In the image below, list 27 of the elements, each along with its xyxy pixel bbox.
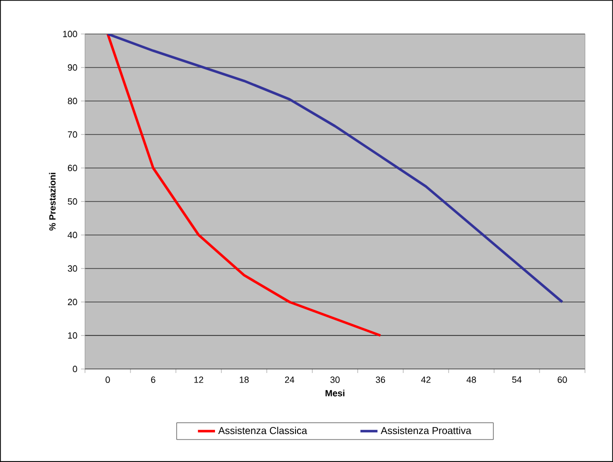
x-tick-label: 48	[466, 376, 476, 383]
y-tick-label: 60	[68, 164, 78, 172]
y-tick-label: 10	[68, 332, 78, 339]
x-tick-label: 24	[285, 376, 294, 383]
x-tick-label: 18	[240, 376, 249, 383]
x-tick-label: 42	[421, 376, 430, 383]
x-tick-label: 60	[558, 376, 567, 383]
x-tick-label: 54	[512, 376, 522, 383]
y-tick-label: 80	[68, 98, 78, 104]
x-tick-label: 0	[106, 376, 110, 383]
x-tick-label: 6	[151, 376, 156, 383]
y-tick-label: 90	[68, 64, 78, 71]
y-tick-label: 100	[63, 30, 78, 38]
legend-label: Assistenza Classica	[218, 426, 308, 434]
y-axis-title: % Prestazioni	[48, 172, 56, 231]
y-tick-label: 0	[72, 366, 78, 372]
line-series	[106, 34, 564, 304]
y-tick-label: 30	[68, 265, 78, 272]
y-tick-label: 50	[68, 198, 78, 205]
y-tick-label: 70	[68, 131, 78, 138]
y-tick-label: 40	[68, 232, 78, 238]
x-tick-label: 12	[194, 376, 204, 383]
x-tick-label: 30	[330, 376, 340, 383]
x-axis-title: Mesi	[326, 390, 344, 396]
x-tick-label: 36	[376, 376, 386, 383]
y-tick-label: 20	[68, 298, 78, 306]
legend-label: Assistenza Proattiva	[380, 426, 472, 434]
